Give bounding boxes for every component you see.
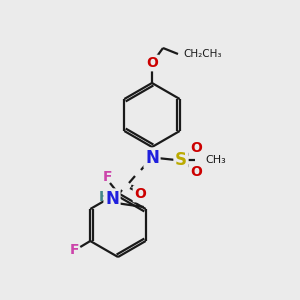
Text: S: S bbox=[175, 151, 187, 169]
Text: N: N bbox=[145, 149, 159, 167]
Text: O: O bbox=[146, 56, 158, 70]
Text: CH₂CH₃: CH₂CH₃ bbox=[183, 49, 221, 59]
Text: CH₃: CH₃ bbox=[205, 155, 226, 165]
Text: F: F bbox=[70, 243, 79, 257]
Text: O: O bbox=[190, 141, 202, 155]
Text: H: H bbox=[99, 190, 111, 204]
Text: F: F bbox=[103, 170, 113, 184]
Text: N: N bbox=[105, 190, 119, 208]
Text: O: O bbox=[190, 165, 202, 179]
Text: O: O bbox=[134, 187, 146, 201]
